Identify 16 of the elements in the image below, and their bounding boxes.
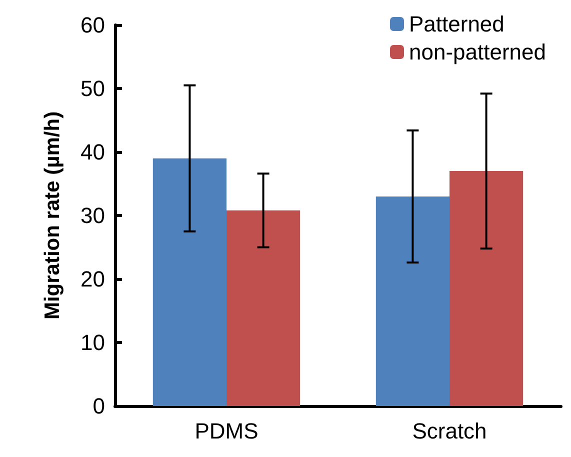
bar (376, 196, 450, 406)
y-tick-label: 30 (80, 203, 105, 228)
y-axis-title: Migration rate (µm/h) (41, 111, 64, 320)
x-tick-label: Scratch (412, 418, 487, 444)
bar (152, 158, 226, 406)
y-tick-label: 40 (80, 140, 105, 164)
y-tick-label: 0 (92, 394, 105, 418)
bar (450, 171, 524, 406)
y-tick-label: 10 (80, 330, 105, 355)
x-tick-label: PDMS (194, 418, 258, 444)
legend-label: Patterned (409, 12, 504, 36)
y-tick-label: 20 (80, 266, 105, 292)
y-tick-label: 60 (80, 12, 105, 38)
bar (226, 210, 300, 406)
legend-label: non-patterned (409, 40, 546, 64)
y-tick-label: 50 (80, 76, 105, 101)
